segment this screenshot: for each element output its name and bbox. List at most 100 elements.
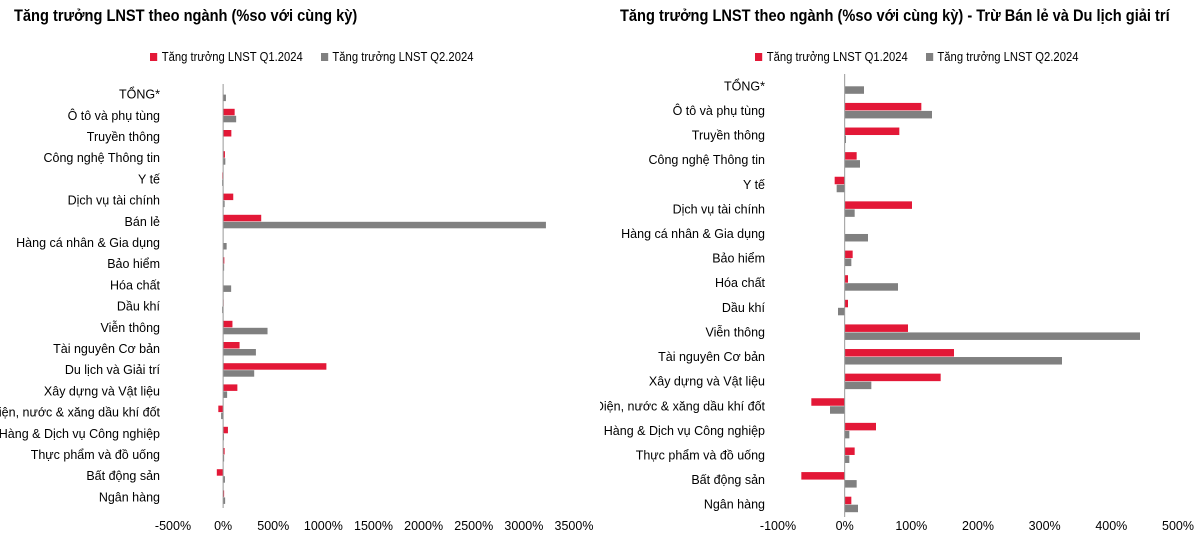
category-label: Tài nguyên Cơ bản — [53, 342, 160, 356]
category-label: Điện, nước & xăng dầu khí đốt — [600, 399, 766, 413]
x-tick-label: 1000% — [304, 519, 343, 533]
bar-q2-7 — [844, 258, 852, 267]
bar-q2-14 — [223, 391, 228, 398]
legend-swatch-q2 — [320, 53, 328, 61]
category-label: Viễn thông — [705, 324, 765, 339]
bar-q1-5 — [223, 193, 234, 201]
bar-q2-4 — [836, 184, 845, 193]
x-tick-label: 100% — [895, 519, 927, 533]
bar-q1-13 — [223, 363, 327, 370]
chart-panel-left: Tăng trưởng LNST theo ngành (%so với cùn… — [0, 6, 594, 533]
legend-item-q1: Tăng trưởng LNST Q1.2024 — [755, 50, 908, 64]
bar-q2-9 — [223, 285, 232, 292]
chart-plot-left: TỔNG* Ô tô và phụ tùng Truyền thông Công ng… — [0, 84, 594, 533]
category-label: Công nghệ Thông tin — [43, 151, 160, 165]
category-label: Dịch vụ tài chính — [673, 202, 765, 216]
bar-q1-14 — [223, 384, 238, 391]
bar-q2-3 — [223, 158, 226, 165]
chart-title: Tăng trưởng LNST theo ngành (%so với cùn… — [14, 6, 358, 25]
x-tick-label: 200% — [962, 519, 994, 533]
chart-legend: Tăng trưởng LNST Q1.2024 Tăng trưởng LNS… — [755, 50, 1078, 64]
bar-q2-8 — [223, 264, 225, 271]
x-tick-label: 2000% — [404, 519, 443, 533]
x-tick-label: 400% — [1095, 519, 1127, 533]
category-label: Truyền thông — [692, 129, 765, 143]
category-label: Hàng & Dịch vụ Công nghiệp — [604, 424, 765, 438]
x-tick-label: 3500% — [555, 519, 594, 533]
bar-q2-7 — [223, 243, 227, 250]
bar-q2-2 — [844, 135, 846, 144]
bar-q2-17 — [844, 504, 858, 513]
bar-q1-1 — [223, 108, 235, 116]
category-label: Du lịch và Giải trí — [65, 363, 161, 377]
bar-q1-17 — [223, 448, 225, 455]
category-label: Thực phẩm và đồ uống — [636, 448, 765, 462]
bar-q2-18 — [223, 476, 225, 483]
x-tick-label: -500% — [155, 519, 191, 533]
chart-legend: Tăng trưởng LNST Q1.2024 Tăng trưởng LNS… — [150, 50, 473, 64]
category-label: Xây dựng và Vật liệu — [44, 384, 160, 398]
bar-q1-13 — [811, 398, 845, 406]
bar-q1-18 — [216, 469, 224, 476]
category-label: Công nghệ Thông tin — [648, 153, 765, 167]
bar-q1-9 — [844, 299, 848, 308]
category-label: Bất động sản — [691, 473, 765, 487]
chart-plot-right: TỔNG* Ô tô và phụ tùng Truyền thông Công ng… — [600, 74, 1194, 533]
category-label: Bảo hiểm — [107, 257, 160, 271]
category-label: Ngân hàng — [704, 498, 765, 512]
category-label: Dầu khí — [117, 300, 161, 314]
bar-q1-2 — [223, 130, 232, 137]
bar-q2-16 — [844, 480, 857, 488]
category-label: Hóa chất — [110, 278, 161, 292]
legend-label-q2: Tăng trưởng LNST Q2.2024 — [332, 50, 474, 64]
bar-q1-12 — [844, 373, 941, 382]
bar-q1-10 — [844, 324, 908, 332]
category-label: Dịch vụ tài chính — [68, 194, 160, 208]
x-tick-label: 2500% — [454, 519, 493, 533]
category-label: Thực phẩm và đồ uống — [31, 448, 160, 462]
x-tick-label: 0% — [214, 519, 232, 533]
category-label: Y tế — [138, 172, 160, 186]
bar-q1-15 — [218, 405, 224, 413]
legend-item-q1: Tăng trưởng LNST Q1.2024 — [150, 50, 303, 64]
bar-q2-19 — [223, 497, 226, 504]
category-label: Ô tô và phụ tùng — [673, 103, 765, 118]
bar-q1-7 — [844, 250, 853, 259]
legend-label-q2: Tăng trưởng LNST Q2.2024 — [937, 50, 1079, 64]
bar-q1-6 — [223, 214, 262, 222]
bar-q2-6 — [844, 233, 868, 242]
bar-q1-19 — [223, 490, 225, 497]
category-label: Dầu khí — [722, 301, 766, 315]
chart-title: Tăng trưởng LNST theo ngành (%so với cùn… — [620, 6, 1170, 25]
bar-q1-14 — [844, 422, 876, 431]
bar-q1-16 — [223, 426, 228, 434]
bar-q1-1 — [844, 102, 922, 111]
legend-swatch-q2 — [925, 53, 933, 61]
x-tick-label: 0% — [836, 519, 854, 533]
category-label: Hàng cá nhân & Gia dụng — [621, 227, 765, 241]
bar-q2-0 — [844, 86, 864, 94]
category-label: Ngân hàng — [99, 490, 160, 504]
bar-q1-3 — [844, 152, 857, 160]
category-label: Truyền thông — [87, 130, 160, 144]
category-label: TỔNG* — [724, 78, 765, 93]
bar-q2-13 — [830, 406, 845, 414]
bar-q1-4 — [834, 176, 845, 185]
category-label: Xây dựng và Vật liệu — [649, 375, 765, 389]
bar-q1-16 — [801, 472, 845, 480]
bar-q2-11 — [844, 357, 1062, 365]
bar-q2-8 — [844, 283, 898, 291]
bar-q1-8 — [844, 275, 848, 283]
bar-q1-3 — [223, 151, 225, 158]
bar-q2-14 — [844, 430, 850, 439]
category-label: Hàng cá nhân & Gia dụng — [16, 236, 160, 250]
category-label: Bất động sản — [86, 469, 160, 483]
category-label: Tài nguyên Cơ bản — [658, 350, 765, 364]
bar-q2-15 — [221, 412, 224, 420]
bar-q2-1 — [844, 110, 932, 119]
bar-q2-1 — [223, 115, 237, 123]
bar-q1-8 — [223, 257, 225, 264]
category-label: Điện, nước & xăng dầu khí đốt — [0, 406, 161, 420]
bar-q2-5 — [844, 209, 855, 217]
legend-item-q2: Tăng trưởng LNST Q2.2024 — [320, 50, 474, 64]
